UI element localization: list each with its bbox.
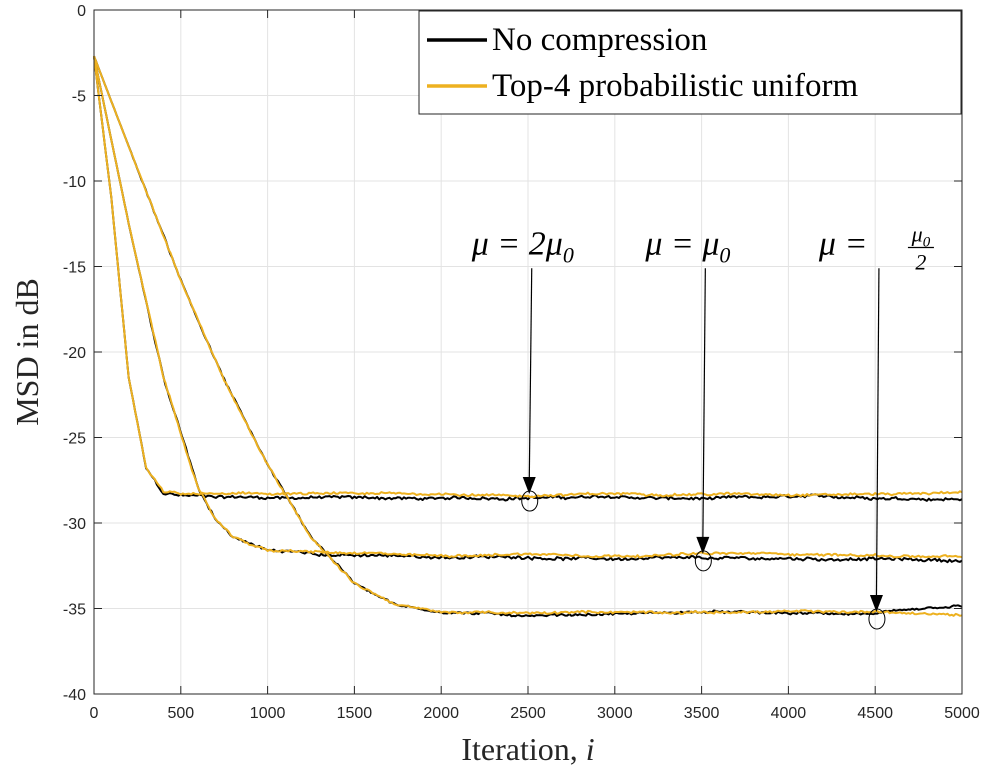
y-tick-label-7: -35 (63, 602, 86, 619)
x-tick-label-4: 2000 (423, 705, 459, 722)
x-tick-label-2: 1000 (250, 705, 286, 722)
series-line-3 (93, 56, 963, 559)
annotation-1: μ = μ0 (644, 226, 730, 572)
y-tick-label-1: -5 (72, 89, 86, 106)
x-tick-label-9: 4500 (857, 705, 893, 722)
y-tick-label-0: 0 (77, 3, 86, 20)
annotation-marker-0 (521, 490, 539, 512)
x-axis-label: Iteration, i (461, 731, 594, 767)
annotation-arrow-head-0 (522, 477, 536, 495)
annotation-2: μ = μ02 (818, 222, 934, 630)
annotation-prefix-2: μ = (818, 226, 868, 263)
series-line-5 (93, 55, 963, 617)
series-layer (93, 55, 963, 618)
x-tick-label-0: 0 (90, 705, 99, 722)
legend-label-no-compression: No compression (492, 22, 707, 58)
annotation-text-1: μ = μ0 (644, 226, 730, 268)
annotation-marker-2 (868, 608, 886, 630)
annotations: μ = 2μ0 μ = μ0 μ = μ02 (471, 222, 934, 630)
annotation-arrow-head-2 (869, 595, 883, 613)
annotation-frac-num-sub-2: 0 (923, 235, 931, 251)
annotation-value-1: μ (701, 226, 719, 263)
y-tick-label-8: -40 (63, 687, 86, 704)
x-axis-label-text: Iteration, (461, 731, 585, 767)
y-axis-label: MSD in dB (9, 278, 45, 426)
annotation-sub-0: 0 (563, 243, 574, 268)
axis-ticks: 0 500 1000 1500 2000 2500 3000 3500 4000 4500 5000… (63, 3, 980, 722)
y-tick-label-6: -30 (63, 516, 86, 533)
legend: No compression Top-4 probabilistic unifo… (418, 10, 962, 115)
annotation-0: μ = 2μ0 (471, 226, 574, 512)
annotation-prefix-0: μ = (471, 226, 529, 263)
annotation-text-2: μ = (818, 226, 868, 263)
series-line-1 (93, 56, 963, 498)
legend-label-top4: Top-4 probabilistic uniform (492, 68, 858, 104)
x-tick-label-7: 3500 (684, 705, 720, 722)
x-tick-label-1: 500 (167, 705, 194, 722)
annotation-arrow-shaft-1 (702, 268, 706, 543)
annotation-sub-1: 0 (719, 243, 730, 268)
annotation-frac-den-2: 2 (915, 250, 926, 275)
annotation-value-0: 2μ (529, 226, 563, 263)
annotation-arrow-shaft-0 (528, 268, 533, 484)
x-tick-label-10: 5000 (944, 705, 980, 722)
annotation-arrow-head-1 (696, 536, 710, 554)
y-tick-label-4: -20 (63, 345, 86, 362)
x-axis-label-variable: i (586, 731, 595, 767)
x-tick-label-5: 2500 (510, 705, 546, 722)
x-tick-label-6: 3000 (597, 705, 633, 722)
x-tick-label-3: 1500 (337, 705, 373, 722)
annotation-marker-1 (694, 550, 712, 572)
annotation-prefix-1: μ = (644, 226, 702, 263)
annotation-frac-num-value-2: μ (911, 222, 923, 247)
y-tick-label-5: -25 (63, 431, 86, 448)
y-tick-label-3: -15 (63, 260, 86, 277)
annotation-text-0: μ = 2μ0 (471, 226, 574, 268)
legend-box (418, 10, 962, 115)
annotation-arrow-shaft-2 (875, 268, 880, 602)
x-tick-label-8: 4000 (771, 705, 807, 722)
y-tick-label-2: -10 (63, 174, 86, 191)
annotation-frac-num-2: μ0 (911, 222, 931, 251)
